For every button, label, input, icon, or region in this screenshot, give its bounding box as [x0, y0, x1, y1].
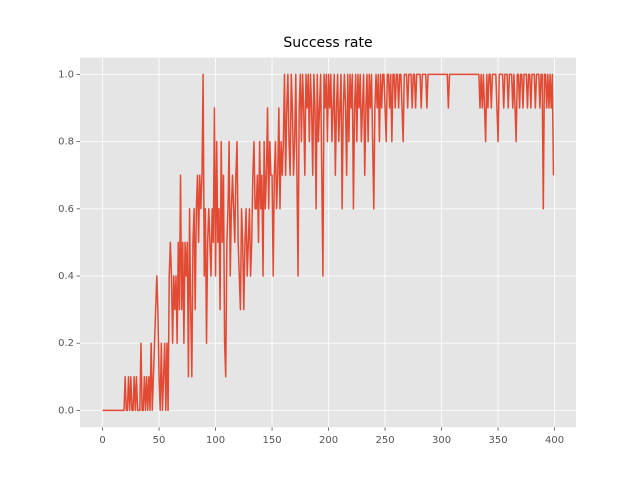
y-tick-label: 1.0 — [58, 69, 74, 80]
x-tick-label: 400 — [545, 435, 564, 446]
x-tick-label: 50 — [153, 435, 166, 446]
x-tick-label: 100 — [206, 435, 225, 446]
x-tick-label: 300 — [432, 435, 451, 446]
y-tick-label: 0.6 — [58, 204, 74, 215]
x-tick-label: 200 — [319, 435, 338, 446]
y-tick-label: 0.0 — [58, 405, 74, 416]
y-tick-label: 0.2 — [58, 338, 74, 349]
x-tick-label: 0 — [99, 435, 105, 446]
chart-title: Success rate — [283, 35, 372, 51]
x-tick-label: 350 — [489, 435, 508, 446]
x-tick-label: 250 — [376, 435, 395, 446]
y-tick-label: 0.8 — [58, 137, 74, 148]
x-tick-label: 150 — [263, 435, 282, 446]
line-series — [102, 73, 555, 412]
y-tick-label: 0.4 — [58, 271, 74, 282]
